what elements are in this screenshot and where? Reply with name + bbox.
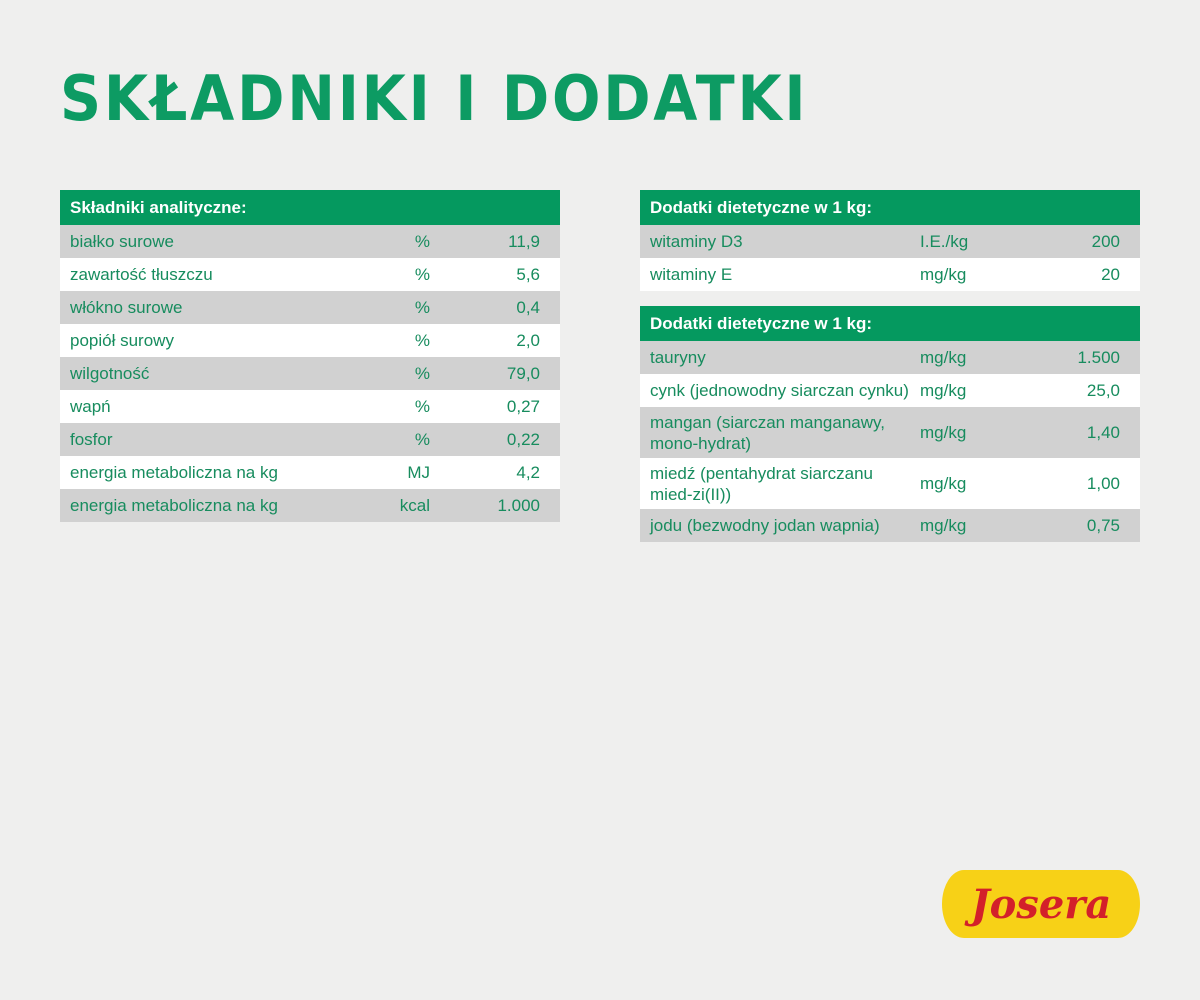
table-row: białko surowe% 11,9 <box>60 225 560 258</box>
table-row: mangan (siarczan manganawy, mono-hydrat)… <box>640 407 1140 458</box>
additives-table-minerals: Dodatki dietetyczne w 1 kg: tauryny mg/kg… <box>640 306 1140 542</box>
table-row: jodu (bezwodny jodan wapnia) mg/kg 0,75 <box>640 509 1140 542</box>
row-name: jodu (bezwodny jodan wapnia) <box>650 516 880 535</box>
josera-logo: Josera <box>942 870 1140 938</box>
analytic-table: Składniki analityczne: białko surowe% 11,… <box>60 190 560 522</box>
row-value: 1.500 <box>1077 347 1120 367</box>
row-name: zawartość tłuszczu <box>70 265 213 284</box>
row-name: witaminy D3 <box>650 232 743 251</box>
row-unit: % <box>414 231 430 251</box>
row-name: białko surowe <box>70 232 174 251</box>
row-unit: mg/kg <box>920 264 967 284</box>
row-value: 1,40 <box>1086 422 1120 442</box>
page-title: SKŁADNIKI I DODATKI <box>60 62 809 135</box>
row-unit: mg/kg <box>920 473 967 493</box>
table-header: Składniki analityczne: <box>60 190 560 225</box>
table-row: energia metaboliczna na kg kcal 1.000 <box>60 489 560 522</box>
row-name: witaminy E <box>650 265 733 284</box>
row-name: energia metaboliczna na kg <box>70 463 278 482</box>
row-value: 25,0 <box>1086 380 1120 400</box>
row-unit: mg/kg <box>920 380 967 400</box>
row-value: 5,6 <box>516 264 540 284</box>
row-name: popiół surowy <box>70 331 174 350</box>
table-row: cynk (jednowodny siarczan cynku) mg/kg 25,… <box>640 374 1140 407</box>
table-row: zawartość tłuszczu% 5,6 <box>60 258 560 291</box>
table-row: miedź (pentahydrat siarczanu mied-zi(II)… <box>640 458 1140 509</box>
row-value: 0,22 <box>506 429 540 449</box>
row-name: cynk (jednowodny siarczan cynku) <box>650 381 909 400</box>
table-row: witaminy E mg/kg 20 <box>640 258 1140 291</box>
table-row: wilgotność% 79,0 <box>60 357 560 390</box>
row-value: 0,75 <box>1086 515 1120 535</box>
table-header: Dodatki dietetyczne w 1 kg: <box>640 306 1140 341</box>
row-unit: % <box>414 297 430 317</box>
row-name: tauryny <box>650 348 706 367</box>
table-body: witaminy D3 I.E./kg 200 witaminy E mg/kg 20 <box>640 225 1140 291</box>
row-value: 0,27 <box>506 396 540 416</box>
row-name: miedź (pentahydrat siarczanu mied-zi(II)… <box>650 463 874 504</box>
row-value: 0,4 <box>516 297 540 317</box>
row-unit: % <box>414 264 430 284</box>
table-body: tauryny mg/kg 1.500 cynk (jednowodny siarcz… <box>640 341 1140 542</box>
row-name: energia metaboliczna na kg <box>70 496 278 515</box>
row-unit: I.E./kg <box>920 231 969 251</box>
table-row: energia metaboliczna na kg MJ 4,2 <box>60 456 560 489</box>
row-unit: mg/kg <box>920 515 967 535</box>
row-unit: MJ <box>407 462 430 482</box>
row-unit: mg/kg <box>920 422 967 442</box>
table-row: witaminy D3 I.E./kg 200 <box>640 225 1140 258</box>
row-value: 2,0 <box>516 330 540 350</box>
row-unit: % <box>414 429 430 449</box>
row-value: 1.000 <box>497 495 540 515</box>
row-value: 79,0 <box>506 363 540 383</box>
row-name: wilgotność <box>70 364 150 383</box>
row-value: 4,2 <box>516 462 540 482</box>
table-row: fosfor% 0,22 <box>60 423 560 456</box>
row-unit: % <box>414 363 430 383</box>
row-unit: % <box>414 396 430 416</box>
table-row: wapń% 0,27 <box>60 390 560 423</box>
row-value: 11,9 <box>508 231 540 251</box>
row-value: 20 <box>1101 264 1120 284</box>
row-name: mangan (siarczan manganawy, mono-hydrat) <box>650 412 885 453</box>
additives-table-vitamins: Dodatki dietetyczne w 1 kg: witaminy D3 I… <box>640 190 1140 291</box>
table-header: Dodatki dietetyczne w 1 kg: <box>640 190 1140 225</box>
table-row: popiół surowy% 2,0 <box>60 324 560 357</box>
row-unit: kcal <box>399 495 430 515</box>
row-unit: mg/kg <box>920 347 967 367</box>
row-unit: % <box>414 330 430 350</box>
table-row: tauryny mg/kg 1.500 <box>640 341 1140 374</box>
row-value: 1,00 <box>1086 473 1120 493</box>
table-row: włókno surowe% 0,4 <box>60 291 560 324</box>
row-name: wapń <box>70 397 111 416</box>
row-name: włókno surowe <box>70 298 183 317</box>
row-name: fosfor <box>70 430 113 449</box>
row-value: 200 <box>1091 231 1120 251</box>
table-body: białko surowe% 11,9 zawartość tłuszczu% 5,6… <box>60 225 560 522</box>
logo-text: Josera <box>970 880 1112 928</box>
